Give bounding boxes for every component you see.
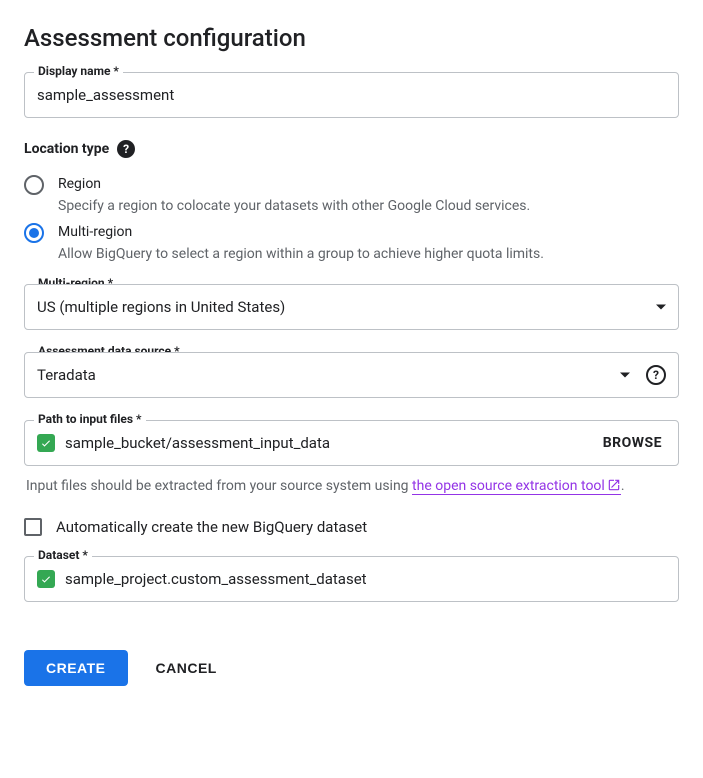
- help-icon[interactable]: ?: [117, 140, 135, 158]
- radio-icon: [24, 223, 44, 243]
- help-icon[interactable]: ?: [646, 365, 666, 385]
- path-field: Path to input files * sample_bucket/asse…: [24, 420, 679, 466]
- create-button[interactable]: CREATE: [24, 650, 128, 686]
- check-icon: [37, 570, 55, 588]
- radio-title: Multi-region: [58, 222, 679, 242]
- chevron-down-icon: [656, 305, 666, 310]
- location-type-radio-group: Region Specify a region to colocate your…: [24, 170, 679, 266]
- data-source-field: Assessment data source * Teradata ?: [24, 352, 679, 398]
- data-source-select[interactable]: Teradata ?: [24, 352, 679, 398]
- button-row: CREATE CANCEL: [24, 650, 679, 686]
- chevron-down-icon: [620, 373, 630, 378]
- radio-text: Region Specify a region to colocate your…: [58, 174, 679, 216]
- radio-title: Region: [58, 174, 679, 194]
- path-helper-text: Input files should be extracted from you…: [26, 476, 677, 496]
- display-name-input[interactable]: [24, 72, 679, 118]
- page-title: Assessment configuration: [24, 24, 679, 52]
- auto-create-row[interactable]: Automatically create the new BigQuery da…: [24, 518, 679, 536]
- browse-button[interactable]: BROWSE: [587, 421, 678, 465]
- display-name-label: Display name *: [34, 64, 123, 78]
- cancel-button[interactable]: CANCEL: [156, 650, 217, 686]
- multi-region-value: US (multiple regions in United States): [37, 298, 285, 316]
- helper-suffix: .: [621, 478, 625, 494]
- display-name-field: Display name *: [24, 72, 679, 118]
- location-type-label: Location type: [24, 141, 109, 157]
- radio-icon: [24, 175, 44, 195]
- location-type-header: Location type ?: [24, 140, 679, 158]
- path-input-container: sample_bucket/assessment_input_data BROW…: [24, 420, 679, 466]
- multi-region-field: Multi-region * US (multiple regions in U…: [24, 284, 679, 330]
- external-link-icon: [607, 478, 621, 492]
- path-value: sample_bucket/assessment_input_data: [65, 434, 330, 452]
- dataset-label: Dataset *: [34, 548, 92, 562]
- radio-option-region[interactable]: Region Specify a region to colocate your…: [24, 170, 679, 218]
- path-input[interactable]: sample_bucket/assessment_input_data: [25, 421, 587, 465]
- check-icon: [37, 434, 55, 452]
- data-source-value: Teradata: [37, 366, 96, 384]
- radio-desc: Specify a region to colocate your datase…: [58, 196, 679, 216]
- dataset-value: sample_project.custom_assessment_dataset: [65, 570, 367, 588]
- radio-option-multi-region[interactable]: Multi-region Allow BigQuery to select a …: [24, 218, 679, 266]
- path-label: Path to input files *: [34, 412, 146, 426]
- helper-prefix: Input files should be extracted from you…: [26, 478, 412, 494]
- multi-region-select[interactable]: US (multiple regions in United States): [24, 284, 679, 330]
- dataset-field: Dataset * sample_project.custom_assessme…: [24, 556, 679, 602]
- extraction-tool-link[interactable]: the open source extraction tool: [412, 478, 621, 495]
- checkbox-icon: [24, 518, 42, 536]
- radio-desc: Allow BigQuery to select a region within…: [58, 244, 679, 264]
- dataset-input[interactable]: sample_project.custom_assessment_dataset: [24, 556, 679, 602]
- radio-text: Multi-region Allow BigQuery to select a …: [58, 222, 679, 264]
- auto-create-label: Automatically create the new BigQuery da…: [56, 518, 367, 536]
